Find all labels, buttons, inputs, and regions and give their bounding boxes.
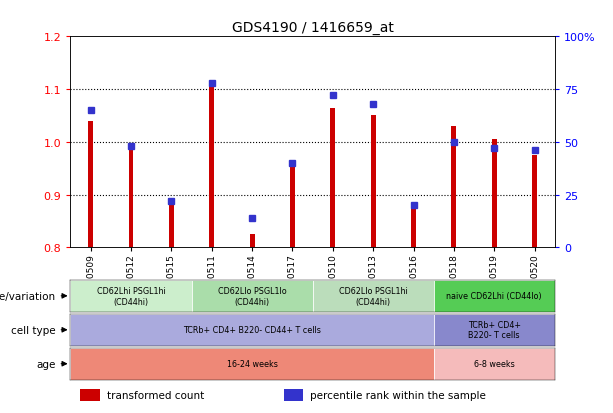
Bar [70, 348, 434, 380]
Bar [80, 389, 99, 401]
Bar [290, 166, 295, 248]
Bar [313, 280, 434, 312]
Text: 6-8 weeks: 6-8 weeks [474, 359, 514, 368]
Bar [451, 127, 456, 248]
Bar [433, 314, 555, 346]
Text: TCRb+ CD4+ B220- CD44+ T cells: TCRb+ CD4+ B220- CD44+ T cells [183, 325, 321, 335]
Bar [70, 314, 434, 346]
Text: percentile rank within the sample: percentile rank within the sample [310, 390, 486, 400]
Bar [88, 121, 93, 248]
Text: genotype/variation: genotype/variation [0, 291, 56, 301]
Bar [284, 389, 303, 401]
Text: CD62Llo PSGL1lo
(CD44hi): CD62Llo PSGL1lo (CD44hi) [218, 287, 286, 306]
Text: CD62Lhi PSGL1hi
(CD44hi): CD62Lhi PSGL1hi (CD44hi) [97, 287, 166, 306]
Bar [169, 203, 174, 248]
Bar [249, 235, 254, 248]
Bar [330, 108, 335, 248]
Bar [433, 348, 555, 380]
Text: TCRb+ CD4+
B220- T cells: TCRb+ CD4+ B220- T cells [468, 320, 520, 339]
Bar [433, 280, 555, 312]
Bar [371, 116, 376, 248]
Bar [209, 85, 214, 248]
Bar [532, 156, 537, 248]
Bar [191, 280, 313, 312]
Bar [129, 148, 134, 248]
Text: 16-24 weeks: 16-24 weeks [227, 359, 278, 368]
Title: GDS4190 / 1416659_at: GDS4190 / 1416659_at [232, 21, 394, 35]
Bar [411, 208, 416, 248]
Text: naive CD62Lhi (CD44lo): naive CD62Lhi (CD44lo) [446, 292, 542, 301]
Text: cell type: cell type [12, 325, 56, 335]
Text: transformed count: transformed count [107, 390, 204, 400]
Text: CD62Llo PSGL1hi
(CD44hi): CD62Llo PSGL1hi (CD44hi) [339, 287, 408, 306]
Text: age: age [37, 359, 56, 369]
Bar [70, 280, 191, 312]
Bar [492, 140, 497, 248]
